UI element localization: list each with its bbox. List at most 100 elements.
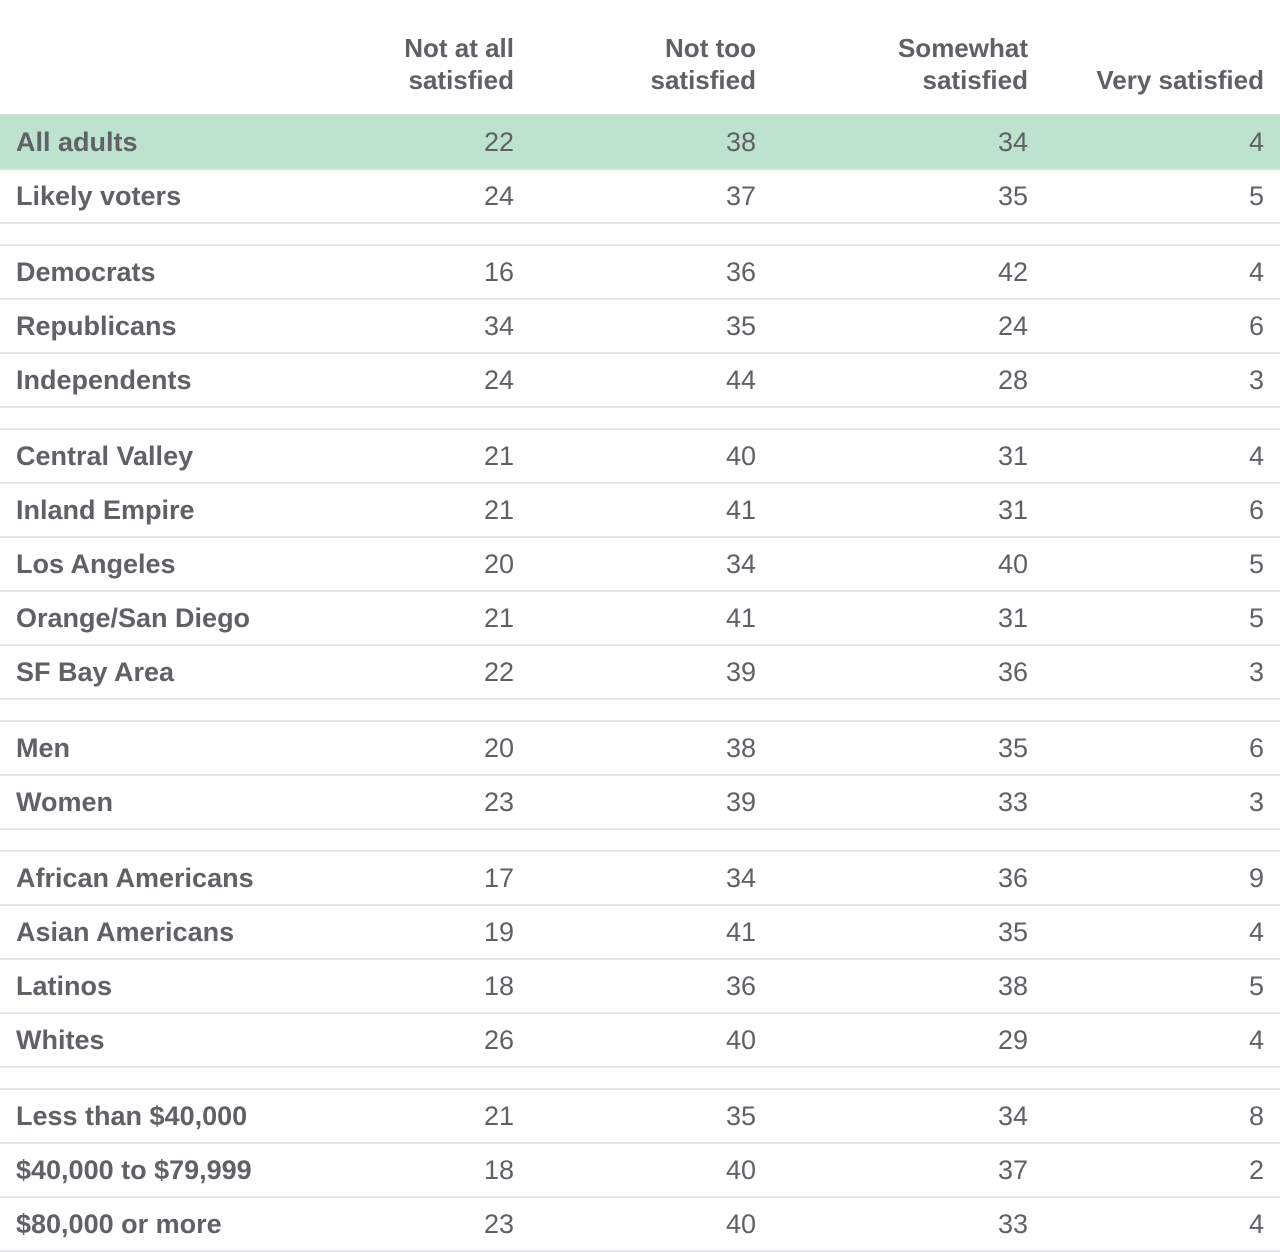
row-label: SF Bay Area	[16, 657, 175, 687]
cell-not-at-all-satisfied: 21	[483, 603, 514, 633]
cell-not-at-all-satisfied: 18	[483, 1155, 514, 1185]
cell-not-at-all-satisfied: 34	[483, 311, 514, 341]
cell-not-at-all-satisfied: 22	[483, 657, 514, 687]
cell-very-satisfied: 3	[1248, 365, 1264, 395]
row-label: Democrats	[16, 257, 156, 287]
cell-not-at-all-satisfied: 21	[483, 495, 514, 525]
cell-not-at-all-satisfied: 26	[483, 1025, 514, 1055]
table-row: Whites 26 40 29 4	[0, 1014, 1280, 1068]
cell-somewhat-satisfied: 31	[997, 603, 1028, 633]
group-separator	[0, 224, 1280, 246]
cell-not-too-satisfied: 39	[725, 657, 756, 687]
cell-not-too-satisfied: 38	[725, 733, 756, 763]
cell-not-at-all-satisfied: 22	[483, 127, 514, 157]
row-label: Latinos	[16, 971, 113, 1001]
row-label: Central Valley	[16, 441, 194, 471]
group-separator	[0, 408, 1280, 430]
table-row: Men 20 38 35 6	[0, 722, 1280, 776]
cell-somewhat-satisfied: 37	[997, 1155, 1028, 1185]
cell-very-satisfied: 4	[1248, 127, 1264, 157]
row-label: Less than $40,000	[16, 1101, 248, 1131]
cell-very-satisfied: 4	[1248, 1209, 1264, 1239]
group-separator	[0, 700, 1280, 722]
cell-somewhat-satisfied: 31	[997, 495, 1028, 525]
cell-somewhat-satisfied: 33	[997, 787, 1028, 817]
column-header-not-too-satisfied: Not too satisfied	[650, 33, 757, 95]
cell-not-too-satisfied: 44	[725, 365, 756, 395]
table-row: Democrats 16 36 42 4	[0, 246, 1280, 300]
cell-very-satisfied: 5	[1248, 549, 1264, 579]
cell-somewhat-satisfied: 35	[997, 917, 1028, 947]
cell-not-too-satisfied: 39	[725, 787, 756, 817]
cell-somewhat-satisfied: 33	[997, 1209, 1028, 1239]
cell-not-at-all-satisfied: 24	[483, 365, 514, 395]
cell-very-satisfied: 4	[1248, 257, 1264, 287]
cell-not-at-all-satisfied: 23	[483, 1209, 514, 1239]
cell-not-at-all-satisfied: 24	[483, 181, 514, 211]
cell-very-satisfied: 3	[1248, 657, 1264, 687]
table-row: All adults 22 38 34 4	[0, 116, 1280, 170]
cell-somewhat-satisfied: 34	[997, 1101, 1028, 1131]
column-header-very-satisfied: Very satisfied	[1096, 65, 1264, 95]
cell-somewhat-satisfied: 36	[997, 863, 1028, 893]
table-row: Latinos 18 36 38 5	[0, 960, 1280, 1014]
group-separator	[0, 1068, 1280, 1090]
table-row: Los Angeles 20 34 40 5	[0, 538, 1280, 592]
cell-very-satisfied: 8	[1248, 1101, 1264, 1131]
cell-not-too-satisfied: 40	[725, 441, 756, 471]
cell-not-at-all-satisfied: 18	[483, 971, 514, 1001]
row-label: Republicans	[16, 311, 177, 341]
cell-very-satisfied: 5	[1248, 603, 1264, 633]
cell-very-satisfied: 4	[1248, 441, 1264, 471]
table-row: $40,000 to $79,999 18 40 37 2	[0, 1144, 1280, 1198]
cell-not-too-satisfied: 34	[725, 549, 756, 579]
cell-very-satisfied: 4	[1248, 1025, 1264, 1055]
cell-not-at-all-satisfied: 20	[483, 549, 514, 579]
table-row: Independents 24 44 28 3	[0, 354, 1280, 408]
table-header: Not at all satisfied Not too satisfied S…	[0, 0, 1280, 116]
row-label: Asian Americans	[16, 917, 235, 947]
cell-not-too-satisfied: 38	[725, 127, 756, 157]
cell-somewhat-satisfied: 35	[997, 181, 1028, 211]
column-header-not-at-all-satisfied: Not at all satisfied	[404, 33, 514, 95]
cell-somewhat-satisfied: 29	[997, 1025, 1028, 1055]
cell-not-at-all-satisfied: 16	[483, 257, 514, 287]
row-label: Women	[16, 787, 114, 817]
table-body: All adults 22 38 34 4 Likely voters 24 37 35 5 Dem…	[0, 116, 1280, 1252]
cell-very-satisfied: 6	[1248, 495, 1264, 525]
cell-very-satisfied: 4	[1248, 917, 1264, 947]
cell-not-too-satisfied: 40	[725, 1155, 756, 1185]
row-label: Los Angeles	[16, 549, 176, 579]
table-row: $80,000 or more 23 40 33 4	[0, 1198, 1280, 1252]
row-label: $40,000 to $79,999	[16, 1155, 252, 1185]
table-row: Women 23 39 33 3	[0, 776, 1280, 830]
row-label: Likely voters	[16, 181, 182, 211]
cell-not-at-all-satisfied: 23	[483, 787, 514, 817]
cell-not-too-satisfied: 36	[725, 971, 756, 1001]
cell-not-too-satisfied: 41	[725, 917, 756, 947]
cell-somewhat-satisfied: 40	[997, 549, 1028, 579]
row-label: Orange/San Diego	[16, 603, 251, 633]
cell-not-at-all-satisfied: 20	[483, 733, 514, 763]
row-label: All adults	[16, 127, 138, 157]
cell-not-at-all-satisfied: 21	[483, 441, 514, 471]
cell-very-satisfied: 9	[1248, 863, 1264, 893]
cell-very-satisfied: 6	[1248, 311, 1264, 341]
cell-somewhat-satisfied: 36	[997, 657, 1028, 687]
row-label: $80,000 or more	[16, 1209, 222, 1239]
cell-somewhat-satisfied: 34	[997, 127, 1028, 157]
table-row: Asian Americans 19 41 35 4	[0, 906, 1280, 960]
table-row: Republicans 34 35 24 6	[0, 300, 1280, 354]
table-row: SF Bay Area 22 39 36 3	[0, 646, 1280, 700]
row-label: African Americans	[16, 863, 254, 893]
cell-somewhat-satisfied: 31	[997, 441, 1028, 471]
cell-very-satisfied: 2	[1248, 1155, 1264, 1185]
group-separator	[0, 830, 1280, 852]
cell-not-at-all-satisfied: 19	[483, 917, 514, 947]
cell-very-satisfied: 5	[1248, 971, 1264, 1001]
cell-not-at-all-satisfied: 17	[483, 863, 514, 893]
cell-somewhat-satisfied: 28	[997, 365, 1028, 395]
table-row: Likely voters 24 37 35 5	[0, 170, 1280, 224]
table-row: Inland Empire 21 41 31 6	[0, 484, 1280, 538]
table-row: African Americans 17 34 36 9	[0, 852, 1280, 906]
